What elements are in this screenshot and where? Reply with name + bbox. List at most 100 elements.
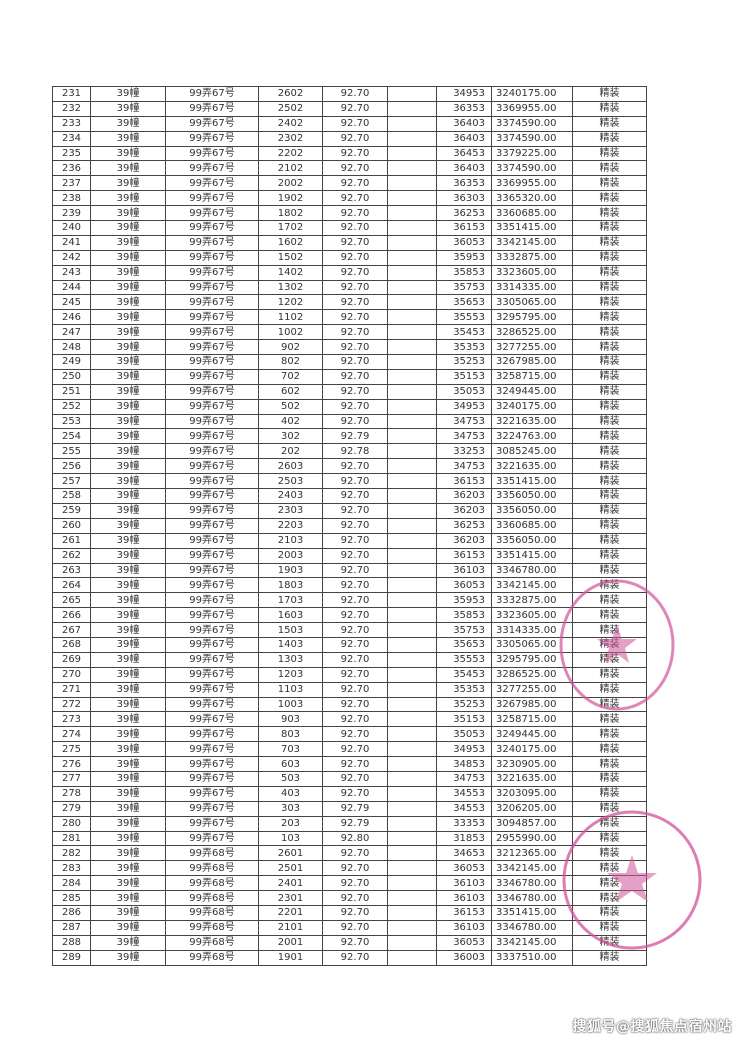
- cell-#: 241: [52, 234, 91, 251]
- cell-building: 39幢: [90, 130, 166, 147]
- cell-unit-price: 34753: [436, 413, 492, 430]
- cell-room: 2102: [258, 160, 323, 177]
- cell-area: 92.70: [322, 130, 388, 147]
- cell-blank: [387, 815, 437, 832]
- cell-area: 92.70: [322, 622, 388, 638]
- cell-#: 280: [52, 815, 91, 832]
- cell-area: 92.70: [322, 234, 388, 251]
- cell-#: 284: [52, 875, 91, 892]
- cell-area: 92.70: [322, 770, 388, 787]
- cell-#: 236: [52, 160, 91, 177]
- cell-address: 99弄67号: [165, 577, 259, 594]
- cell-blank: [387, 607, 437, 624]
- cell-address: 99弄67号: [165, 666, 259, 683]
- cell-unit-price: 36453: [436, 145, 492, 162]
- cell-address: 99弄67号: [165, 413, 259, 430]
- cell-total-price: 3323605.00: [491, 607, 573, 624]
- cell-total-price: 3286525.00: [491, 666, 573, 683]
- cell-address: 99弄67号: [165, 398, 259, 415]
- cell-area: 92.70: [322, 666, 388, 683]
- table-row: 253 39幢 99弄67号 402 92.70 34753 3221635.00 精装: [52, 413, 647, 430]
- table-row: 286 39幢 99弄68号 2201 92.70 36153 3351415.00 精装: [52, 904, 647, 921]
- cell-#: 235: [52, 145, 91, 162]
- cell-unit-price: 35553: [436, 309, 492, 326]
- cell-unit-price: 35853: [436, 264, 492, 281]
- cell-total-price: 3221635.00: [491, 458, 573, 475]
- cell-area: 92.80: [322, 830, 388, 847]
- cell-room: 2301: [258, 890, 323, 906]
- cell-decoration: 精装: [572, 681, 647, 698]
- cell-decoration: 精装: [572, 785, 647, 802]
- cell-building: 39幢: [90, 249, 166, 266]
- cell-area: 92.70: [322, 458, 388, 475]
- table-row: 246 39幢 99弄67号 1102 92.70 35553 3295795.00 精装: [52, 309, 647, 326]
- cell-building: 39幢: [90, 175, 166, 192]
- cell-#: 269: [52, 651, 91, 668]
- table-row: 237 39幢 99弄67号 2002 92.70 36353 3369955.00 精装: [52, 175, 647, 192]
- table-row: 238 39幢 99弄67号 1902 92.70 36303 3365320.00 精装: [52, 190, 647, 207]
- cell-#: 251: [52, 383, 91, 400]
- cell-decoration: 精装: [572, 607, 647, 624]
- cell-total-price: 3305065.00: [491, 294, 573, 311]
- cell-address: 99弄67号: [165, 458, 259, 475]
- cell-address: 99弄67号: [165, 428, 259, 445]
- cell-unit-price: 35453: [436, 666, 492, 683]
- cell-decoration: 精装: [572, 324, 647, 341]
- cell-building: 39幢: [90, 785, 166, 802]
- cell-#: 245: [52, 294, 91, 311]
- table-row: 274 39幢 99弄67号 803 92.70 35053 3249445.00 精装: [52, 726, 647, 743]
- cell-total-price: 3351415.00: [491, 473, 573, 490]
- cell-blank: [387, 205, 437, 222]
- cell-total-price: 3206205.00: [491, 800, 573, 817]
- cell-room: 502: [258, 398, 323, 415]
- cell-decoration: 精装: [572, 711, 647, 728]
- cell-unit-price: 36003: [436, 949, 492, 966]
- cell-decoration: 精装: [572, 354, 647, 370]
- cell-total-price: 3346780.00: [491, 562, 573, 579]
- cell-decoration: 精装: [572, 190, 647, 207]
- cell-room: 1302: [258, 279, 323, 296]
- cell-area: 92.70: [322, 309, 388, 326]
- cell-room: 2202: [258, 145, 323, 162]
- cell-total-price: 3332875.00: [491, 249, 573, 266]
- cell-area: 92.70: [322, 934, 388, 951]
- cell-room: 2502: [258, 100, 323, 117]
- cell-blank: [387, 577, 437, 594]
- cell-area: 92.70: [322, 145, 388, 162]
- cell-area: 92.70: [322, 890, 388, 906]
- cell-decoration: 精装: [572, 726, 647, 743]
- cell-decoration: 精装: [572, 279, 647, 296]
- cell-blank: [387, 309, 437, 326]
- cell-room: 203: [258, 815, 323, 832]
- cell-total-price: 3277255.00: [491, 339, 573, 356]
- cell-building: 39幢: [90, 517, 166, 534]
- cell-unit-price: 36203: [436, 502, 492, 519]
- cell-area: 92.70: [322, 294, 388, 311]
- cell-decoration: 精装: [572, 875, 647, 892]
- cell-address: 99弄67号: [165, 115, 259, 132]
- cell-total-price: 3221635.00: [491, 770, 573, 787]
- table-row: 254 39幢 99弄67号 302 92.79 34753 3224763.00 精装: [52, 428, 647, 445]
- cell-room: 103: [258, 830, 323, 847]
- cell-#: 267: [52, 622, 91, 638]
- cell-decoration: 精装: [572, 651, 647, 668]
- cell-blank: [387, 517, 437, 534]
- cell-building: 39幢: [90, 726, 166, 743]
- cell-room: 403: [258, 785, 323, 802]
- cell-area: 92.70: [322, 190, 388, 207]
- cell-unit-price: 34753: [436, 428, 492, 445]
- cell-#: 242: [52, 249, 91, 266]
- cell-total-price: 3305065.00: [491, 636, 573, 653]
- cell-blank: [387, 934, 437, 951]
- cell-address: 99弄67号: [165, 175, 259, 192]
- cell-blank: [387, 741, 437, 758]
- cell-#: 288: [52, 934, 91, 951]
- cell-address: 99弄68号: [165, 845, 259, 862]
- cell-blank: [387, 770, 437, 787]
- cell-blank: [387, 100, 437, 117]
- cell-unit-price: 35253: [436, 354, 492, 370]
- cell-room: 903: [258, 711, 323, 728]
- cell-room: 402: [258, 413, 323, 430]
- cell-total-price: 3224763.00: [491, 428, 573, 445]
- cell-address: 99弄67号: [165, 532, 259, 549]
